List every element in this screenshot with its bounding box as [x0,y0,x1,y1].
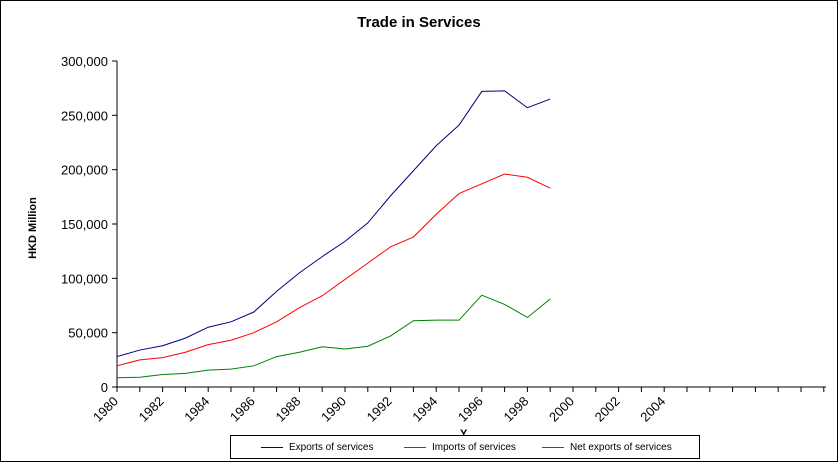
legend-swatch-imports [404,446,426,448]
x-tick-label: 2004 [637,394,668,425]
y-tick-label: 300,000 [61,54,108,69]
x-tick-label: 1986 [227,394,258,425]
x-tick-label: 1994 [409,394,440,425]
x-tick-label: 2002 [592,394,623,425]
x-tick-label: 2000 [546,394,577,425]
legend-label-imports: Imports of services [432,441,516,453]
y-tick-label: 50,000 [68,326,108,341]
legend-item-exports: Exports of services [261,436,373,458]
y-tick-label: 200,000 [61,163,108,178]
legend-swatch-exports [261,446,283,448]
y-tick-label: 150,000 [61,217,108,232]
series-line-2 [116,294,551,379]
x-tick-label: 1984 [181,394,212,425]
y-tick-label: 100,000 [61,271,108,286]
x-tick-label: 1988 [272,394,303,425]
x-tick-label: 1998 [500,394,531,425]
x-tick-label: 1996 [455,394,486,425]
chart-title: Trade in Services [357,14,481,31]
y-tick-label: 250,000 [61,108,108,123]
legend-item-net-exports: Net exports of services [542,436,672,458]
x-tick-label: 1990 [318,394,349,425]
legend-item-imports: Imports of services [404,436,516,458]
legend-label-exports: Exports of services [289,441,374,453]
x-tick-label: 1980 [90,394,121,425]
legend: Exports of services Imports of services … [230,435,700,459]
x-axis-label: Y [460,428,468,440]
x-tick-label: 1982 [136,394,167,425]
y-tick-label: 0 [101,380,108,395]
legend-swatch-net-exports [542,446,564,448]
series-line-0 [116,90,551,358]
x-tick-label: 1992 [364,394,395,425]
legend-label-net-exports: Net exports of services [570,441,672,453]
series-line-1 [116,173,551,367]
